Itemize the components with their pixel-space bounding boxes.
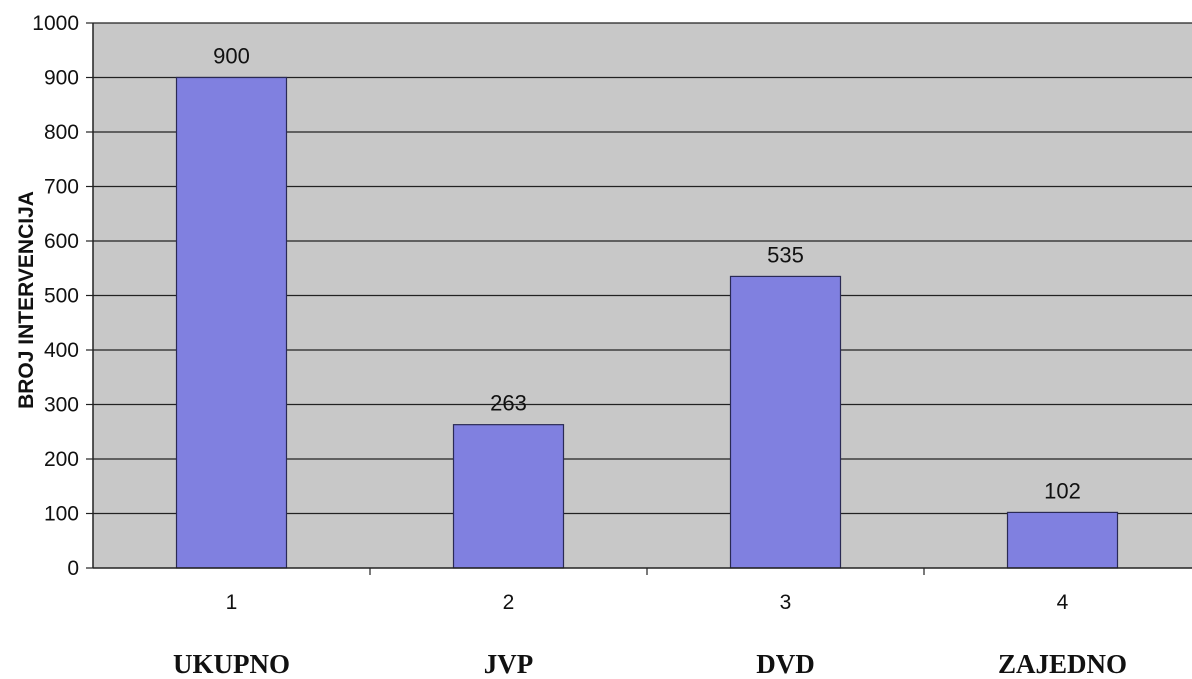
y-tick-label: 300 [44, 394, 79, 417]
category-name: JVP [484, 649, 534, 679]
data-label: 535 [767, 242, 804, 267]
y-tick-label: 500 [44, 285, 79, 308]
data-label: 102 [1044, 478, 1081, 503]
x-tick-label: 4 [1057, 591, 1069, 614]
category-name: UKUPNO [173, 649, 290, 679]
y-tick-label: 700 [44, 176, 79, 199]
y-tick-label: 900 [44, 67, 79, 90]
bar-ukupno [175, 76, 288, 569]
y-tick-label: 100 [44, 503, 79, 526]
category-names: UKUPNO JVP DVD ZAJEDNO [173, 649, 1127, 679]
x-tick-label: 1 [226, 591, 238, 614]
y-tick-label: 400 [44, 339, 79, 362]
bars [175, 76, 1119, 569]
y-tick-label: 1000 [32, 12, 79, 35]
y-tick-labels: 0 100 200 300 400 500 600 700 800 900 1000 [32, 12, 93, 580]
y-tick-label: 800 [44, 121, 79, 144]
x-tick-label: 3 [780, 591, 792, 614]
data-label: 900 [213, 44, 250, 69]
category-name: ZAJEDNO [998, 649, 1127, 679]
bar-zajedno [1006, 511, 1119, 569]
data-label: 263 [490, 391, 527, 416]
y-tick-label: 0 [67, 557, 79, 580]
category-name: DVD [756, 649, 815, 679]
y-axis-label: BROJ INTERVENCIJA [15, 191, 38, 409]
x-tick-labels: 1 2 3 4 [226, 568, 1069, 614]
x-tick-label: 2 [503, 591, 515, 614]
bar-dvd [729, 275, 842, 569]
data-labels: 900 263 535 102 [213, 44, 1081, 504]
y-tick-label: 600 [44, 230, 79, 253]
bar-jvp [452, 424, 565, 569]
y-tick-label: 200 [44, 448, 79, 471]
